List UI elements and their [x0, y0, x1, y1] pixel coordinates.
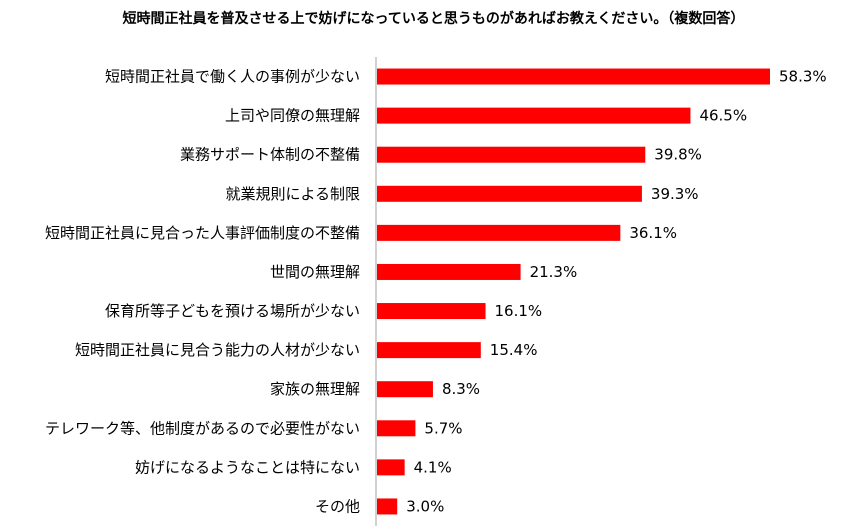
category-label: 妨げになるようなことは特にない — [135, 458, 360, 476]
bars-group: 短時間正社員で働く人の事例が少ない 58.3% 上司や同僚の無理解 46.5% 業務サポ… — [45, 68, 827, 516]
value-label: 36.1% — [629, 224, 677, 242]
value-label: 8.3% — [442, 380, 480, 398]
value-label: 15.4% — [490, 341, 538, 359]
bar — [377, 459, 405, 476]
bar — [377, 107, 691, 124]
value-label: 58.3% — [779, 68, 827, 86]
bar — [377, 381, 433, 398]
bar — [377, 420, 416, 437]
category-label: 業務サポート体制の不整備 — [180, 146, 360, 164]
bar — [377, 342, 481, 359]
value-label: 4.1% — [414, 458, 452, 476]
category-label: テレワーク等、他制度があるので必要性がない — [45, 419, 360, 437]
category-label: 短時間正社員で働く人の事例が少ない — [105, 68, 360, 86]
category-label: 短時間正社員に見合う能力の人材が少ない — [75, 341, 360, 359]
bar — [377, 146, 646, 163]
category-label: 短時間正社員に見合った人事評価制度の不整備 — [45, 224, 360, 242]
bar — [377, 224, 621, 241]
category-label: 家族の無理解 — [270, 380, 360, 398]
bar — [377, 185, 642, 202]
category-label: 保育所等子どもを預ける場所が少ない — [105, 302, 360, 320]
category-label: 世間の無理解 — [270, 263, 360, 281]
category-label: 上司や同僚の無理解 — [225, 107, 360, 125]
value-label: 5.7% — [424, 419, 462, 437]
value-label: 21.3% — [530, 263, 578, 281]
value-label: 16.1% — [495, 302, 543, 320]
value-label: 46.5% — [699, 107, 747, 125]
bar — [377, 498, 398, 515]
chart-title: 短時間正社員を普及させる上で妨げになっていると思うものがあればお教えください。（… — [122, 11, 745, 27]
category-label: その他 — [315, 497, 360, 515]
bar — [377, 263, 521, 280]
category-label: 就業規則による制限 — [225, 185, 360, 203]
value-label: 3.0% — [406, 497, 444, 515]
bar — [377, 68, 770, 85]
value-label: 39.8% — [654, 146, 702, 164]
bar — [377, 303, 486, 320]
value-label: 39.3% — [651, 185, 699, 203]
